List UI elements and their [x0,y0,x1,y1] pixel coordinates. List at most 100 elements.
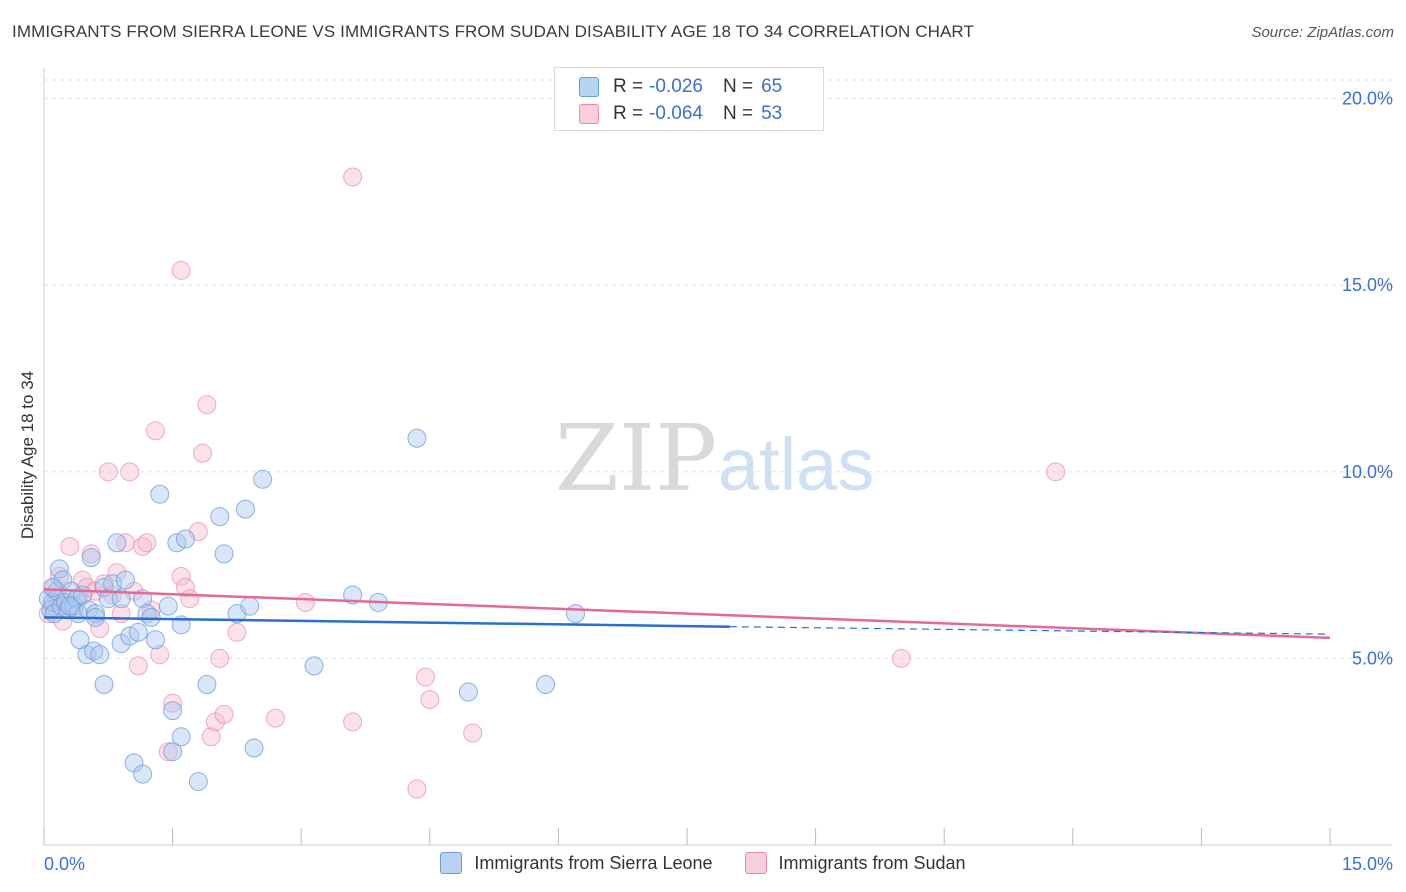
data-point-sudan [60,536,80,556]
data-point-sierra-leone [115,570,135,590]
axes [43,68,1392,846]
legend-n-value: 65 [761,76,783,97]
data-point-sudan [128,656,148,676]
trend-line-sierra-leone-extension [729,626,1331,635]
data-point-sierra-leone [49,559,69,579]
data-point-sierra-leone [304,656,324,676]
data-point-sudan [295,592,315,612]
data-point-sierra-leone [133,764,153,784]
data-point-sierra-leone [343,585,363,605]
legend-swatch-blue [579,77,599,97]
y-axis-label: Disability Age 18 to 34 [18,370,37,540]
legend-r-label: R = [613,76,644,97]
data-point-sudan [265,708,285,728]
data-point-sudan [171,566,191,586]
data-point-sierra-leone [407,428,427,448]
legend-row-sudan: R = -0.064 N = 53 [579,102,782,126]
data-point-sudan [1046,462,1066,482]
trend-lines [43,588,1331,640]
legend-r-label: R = [613,103,644,124]
data-point-sudan [210,648,230,668]
data-point-sierra-leone [150,484,170,504]
trend-line-sierra-leone [43,616,730,628]
y-tick-label: 15.0% [1342,275,1393,295]
legend-item-sudan[interactable]: Immigrants from Sudan [744,852,966,874]
data-point-sierra-leone [43,578,63,598]
data-point-sudan [98,462,118,482]
data-point-sierra-leone [458,682,478,702]
x-tick-label: 15.0% [1342,854,1393,874]
y-tick-label: 20.0% [1342,89,1393,109]
data-point-sierra-leone [94,675,114,695]
legend-swatch-pink [579,104,599,124]
data-point-sierra-leone [240,596,260,616]
data-point-sierra-leone [188,772,208,792]
watermark-zip: ZIP [555,405,717,512]
data-point-sierra-leone [128,622,148,642]
data-point-sudan [158,742,178,762]
legend-r-value: -0.064 [649,103,703,124]
legend-r-value: -0.026 [649,76,703,97]
grid-lines [44,79,1392,659]
data-point-sudan [137,533,157,553]
data-point-sudan [420,689,440,709]
data-point-sierra-leone [111,589,131,609]
data-point-sierra-leone [235,499,255,519]
stats-legend: R = -0.026 N = 65 R = -0.064 N = 53 [554,67,824,131]
data-point-sierra-leone [60,596,80,616]
data-point-sudan [171,260,191,280]
tick-labels: 5.0% 10.0% 15.0% 20.0% 0.0% 15.0% [44,89,1393,874]
data-point-sierra-leone [163,742,183,762]
data-point-sudan [180,589,200,609]
data-point-sudan [90,619,110,639]
data-point-sudan [201,727,221,747]
y-tick-label: 5.0% [1352,648,1393,668]
data-point-sudan [49,566,69,586]
data-point-sudan [120,462,140,482]
data-point-sierra-leone [197,675,217,695]
data-point-sudan [163,693,183,713]
legend-swatch-pink [744,852,767,874]
data-point-sudan [891,648,911,668]
data-point-sierra-leone [566,604,586,624]
data-point-sierra-leone [171,727,191,747]
data-point-sudan [407,779,427,799]
data-point-sierra-leone [536,675,556,695]
source-label: Source: ZipAtlas.com [1251,24,1394,41]
data-point-sierra-leone [163,701,183,721]
legend-swatch-blue [440,852,463,874]
data-point-sierra-leone [175,529,195,549]
watermark-atlas: atlas [718,423,874,506]
data-point-sierra-leone [244,738,264,758]
legend-label-sudan: Immigrants from Sudan [778,852,966,873]
data-point-sudan [463,723,483,743]
data-point-sudan [197,395,217,415]
data-point-sierra-leone [253,469,273,489]
legend-label-sierra-leone: Immigrants from Sierra Leone [474,852,713,873]
data-point-sudan [343,712,363,732]
data-point-sierra-leone [141,607,161,627]
series-sudan-points [38,167,1066,799]
data-point-sierra-leone [90,645,110,665]
legend-n-label: N = [722,76,754,97]
trend-line-sudan [43,588,1331,640]
data-point-sierra-leone [145,630,165,650]
data-point-sierra-leone [81,548,101,568]
data-point-sierra-leone [84,641,104,661]
data-point-sudan [175,578,195,598]
series-sierra-leone-points [38,428,586,792]
chart-title: IMMIGRANTS FROM SIERRA LEONE VS IMMIGRAN… [12,22,974,41]
data-point-sudan [150,645,170,665]
data-point-sierra-leone [107,533,127,553]
legend-row-sierra-leone: R = -0.026 N = 65 [579,75,782,99]
data-point-sierra-leone [158,596,178,616]
x-tick-label: 0.0% [44,854,85,874]
series-legend: Immigrants from Sierra Leone Immigrants … [0,852,1406,874]
legend-n-label: N = [722,103,754,124]
legend-n-value: 53 [761,103,783,124]
watermark: ZIP atlas [555,405,874,512]
legend-item-sierra-leone[interactable]: Immigrants from Sierra Leone [440,852,713,874]
y-tick-label: 10.0% [1342,462,1393,482]
data-point-sudan [214,704,234,724]
